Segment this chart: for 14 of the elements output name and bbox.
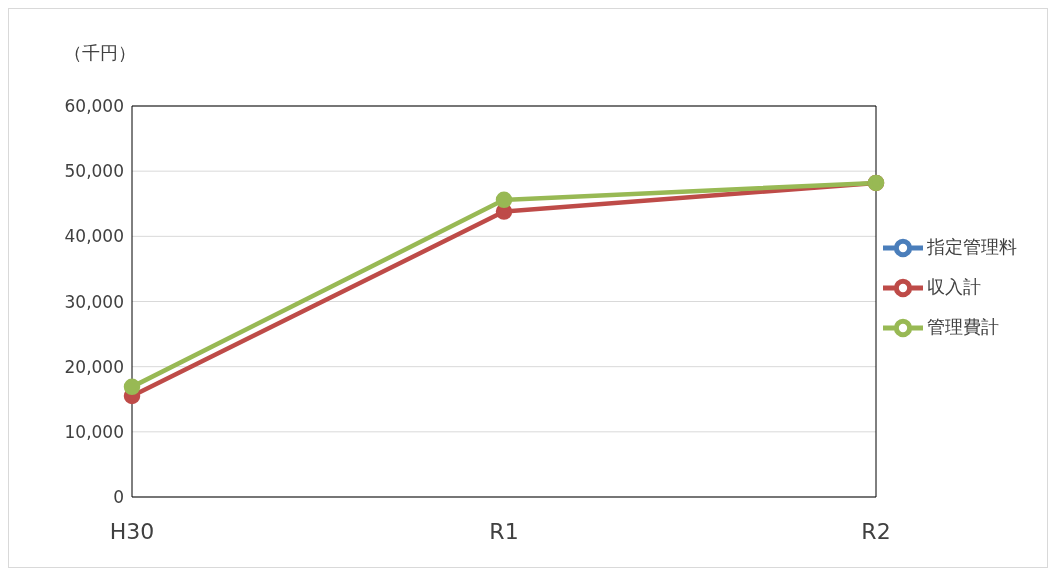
x-tick-label: R1 (489, 518, 519, 544)
y-tick-label: 40,000 (64, 226, 124, 247)
y-tick-label: 60,000 (64, 96, 124, 117)
y-tick-label: 20,000 (64, 356, 124, 377)
y-tick-label: 10,000 (64, 421, 124, 442)
y-tick-label: 30,000 (64, 291, 124, 312)
legend-label: 管理費計 (927, 316, 999, 337)
y-tick-label: 50,000 (64, 161, 124, 182)
y-tick-label: 0 (113, 487, 124, 508)
legend-label: 指定管理料 (927, 236, 1017, 257)
y-axis-title: （千円） (64, 41, 136, 65)
x-tick-label: H30 (109, 518, 155, 544)
x-tick-label: R2 (861, 518, 891, 544)
legend-label: 収入計 (927, 276, 981, 297)
